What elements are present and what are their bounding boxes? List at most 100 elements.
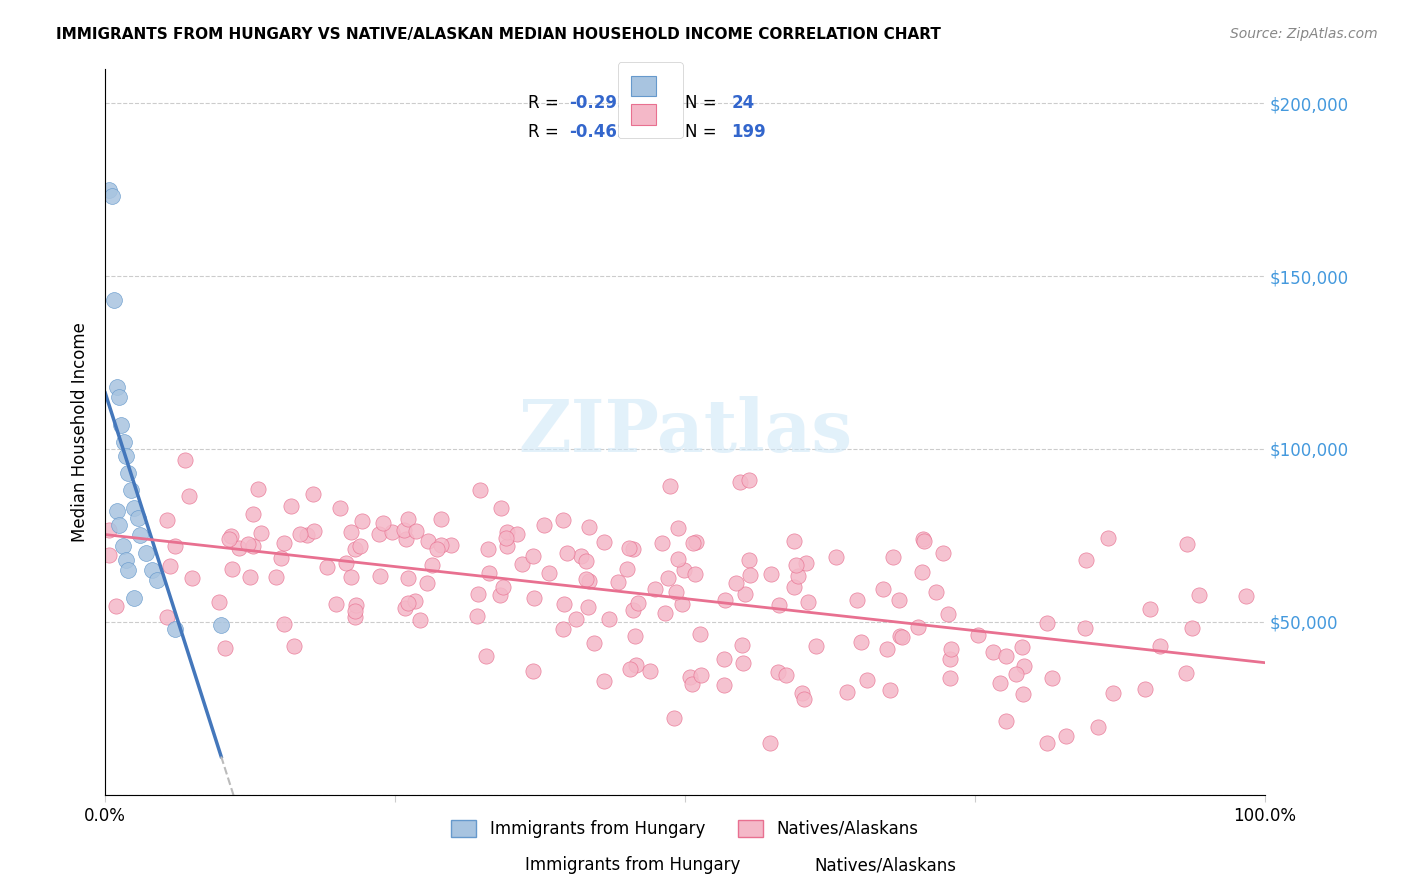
Point: [738, 473, 761, 487]
Legend: Immigrants from Hungary, Natives/Alaskans: Immigrants from Hungary, Natives/Alaskan…: [444, 813, 925, 845]
Point: [1133, 682, 1156, 697]
Point: [344, 598, 367, 612]
Point: [1012, 687, 1035, 701]
Point: [115, 552, 138, 566]
Point: [887, 593, 910, 607]
Point: [624, 629, 647, 643]
Text: Immigrants from Hungary: Immigrants from Hungary: [524, 856, 741, 874]
Point: [426, 541, 449, 556]
Point: [1149, 639, 1171, 653]
Y-axis label: Median Household Income: Median Household Income: [72, 322, 89, 541]
Point: [467, 586, 489, 600]
Point: [981, 645, 1004, 659]
Point: [510, 557, 533, 571]
Point: [209, 618, 232, 632]
Point: [122, 591, 145, 605]
Point: [806, 639, 828, 653]
Text: 24: 24: [731, 94, 755, 112]
Point: [1036, 616, 1059, 631]
Point: [835, 685, 858, 699]
Point: [394, 601, 416, 615]
Point: [208, 595, 231, 609]
Point: [280, 500, 302, 514]
Point: [682, 535, 704, 549]
Point: [606, 574, 628, 589]
Point: [283, 639, 305, 653]
Point: [214, 641, 236, 656]
Point: [734, 586, 756, 600]
Point: [1175, 666, 1198, 681]
Point: [430, 538, 453, 552]
Text: Natives/Alaskans: Natives/Alaskans: [815, 856, 956, 874]
Point: [651, 536, 673, 550]
Point: [368, 568, 391, 582]
Point: [967, 628, 990, 642]
Point: [912, 534, 935, 549]
Point: [495, 531, 517, 545]
Point: [938, 652, 960, 666]
Point: [496, 539, 519, 553]
Point: [593, 674, 616, 689]
Point: [105, 379, 128, 393]
Point: [523, 591, 546, 606]
Point: [117, 466, 139, 480]
Point: [936, 607, 959, 621]
Point: [1005, 666, 1028, 681]
Point: [112, 435, 135, 450]
Point: [97, 183, 120, 197]
Text: 199: 199: [731, 123, 766, 141]
Point: [624, 658, 647, 673]
Point: [731, 638, 754, 652]
Point: [876, 642, 898, 657]
Point: [683, 566, 706, 581]
Point: [349, 539, 371, 553]
Point: [576, 599, 599, 614]
Point: [879, 683, 901, 698]
Point: [797, 595, 820, 609]
Point: [578, 574, 600, 588]
Point: [1188, 588, 1211, 602]
Point: [941, 642, 963, 657]
Point: [616, 562, 638, 576]
Point: [477, 541, 499, 556]
Point: [135, 546, 157, 560]
Text: IMMIGRANTS FROM HUNGARY VS NATIVE/ALASKAN MEDIAN HOUSEHOLD INCOME CORRELATION CH: IMMIGRANTS FROM HUNGARY VS NATIVE/ALASKA…: [56, 27, 941, 42]
Point: [264, 570, 287, 584]
Point: [792, 685, 814, 699]
Point: [889, 629, 911, 643]
Point: [489, 588, 512, 602]
Point: [329, 500, 352, 515]
Point: [659, 479, 682, 493]
Point: [537, 566, 560, 580]
Point: [343, 610, 366, 624]
Point: [122, 500, 145, 515]
Point: [689, 627, 711, 641]
Point: [575, 553, 598, 567]
Point: [115, 449, 138, 463]
Point: [108, 518, 131, 533]
Point: [350, 514, 373, 528]
Point: [316, 560, 339, 574]
Point: [489, 500, 512, 515]
Point: [617, 541, 640, 555]
Text: -0.293: -0.293: [569, 94, 628, 112]
Point: [340, 525, 363, 540]
Point: [340, 569, 363, 583]
Point: [796, 556, 818, 570]
Point: [924, 585, 946, 599]
Point: [569, 549, 592, 563]
Point: [1234, 589, 1257, 603]
Point: [666, 521, 689, 535]
Point: [775, 668, 797, 682]
Point: [713, 678, 735, 692]
Point: [239, 570, 262, 584]
Point: [506, 527, 529, 541]
Point: [159, 558, 181, 573]
Point: [690, 667, 713, 681]
Point: [621, 602, 644, 616]
Point: [666, 552, 689, 566]
Point: [105, 504, 128, 518]
Point: [1012, 658, 1035, 673]
Point: [302, 524, 325, 538]
Point: [104, 599, 127, 614]
